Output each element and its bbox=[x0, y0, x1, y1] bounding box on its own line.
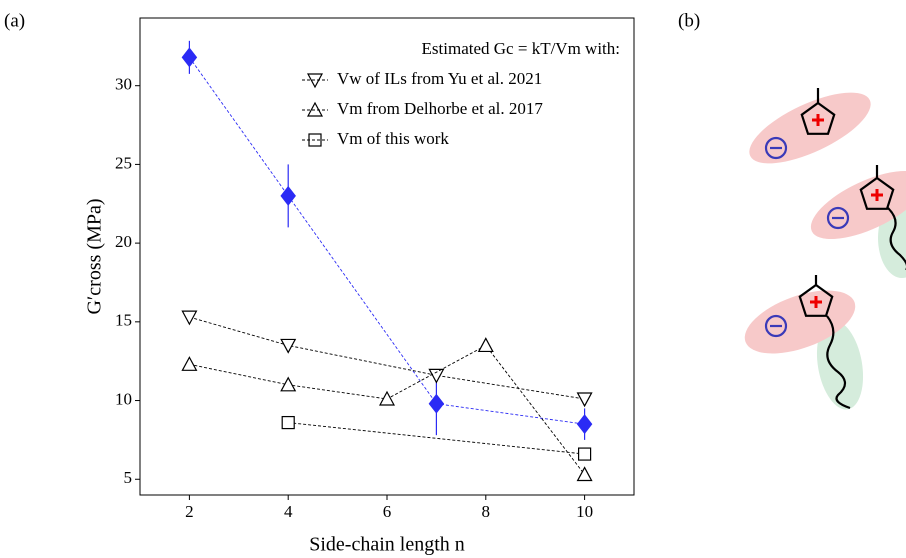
x-tick-label: 6 bbox=[383, 502, 392, 521]
x-tick-label: 8 bbox=[482, 502, 491, 521]
square-marker bbox=[281, 415, 295, 430]
legend-label: Vm from Delhorbe et al. 2017 bbox=[337, 99, 543, 118]
triangle-down-marker bbox=[181, 310, 198, 326]
legend-label: Vm of this work bbox=[337, 129, 449, 148]
y-tick-label: 25 bbox=[115, 153, 132, 172]
y-tick-label: 5 bbox=[124, 468, 133, 487]
series-line bbox=[189, 344, 585, 475]
diamond-marker bbox=[576, 414, 593, 435]
y-tick-label: 15 bbox=[115, 311, 132, 330]
y-tick-label: 20 bbox=[115, 232, 132, 251]
y-axis-label: G′cross (MPa) bbox=[84, 198, 106, 314]
plot-frame bbox=[139, 17, 635, 496]
triangle-down-marker bbox=[576, 392, 593, 408]
triangle-up-marker bbox=[576, 466, 593, 482]
x-axis-label: Side-chain length n bbox=[309, 534, 465, 556]
triangle-down-marker bbox=[428, 368, 445, 384]
triangle-up-marker bbox=[477, 337, 494, 353]
diamond-marker bbox=[428, 393, 445, 414]
triangle-up-marker bbox=[306, 101, 324, 117]
diamond-marker bbox=[280, 185, 296, 206]
panel-label: (a) bbox=[4, 10, 25, 31]
y-tick-label: 10 bbox=[115, 389, 132, 408]
triangle-up-marker bbox=[181, 356, 198, 371]
y-tick-label: 30 bbox=[115, 75, 132, 94]
x-tick-label: 2 bbox=[185, 502, 194, 521]
triangle-up-marker bbox=[280, 376, 297, 392]
triangle-up-marker bbox=[378, 390, 396, 406]
legend-title: Estimated Gc = kT/Vm with: bbox=[422, 39, 620, 58]
ion-diagram bbox=[744, 88, 906, 410]
triangle-down-marker bbox=[306, 73, 324, 89]
panel-label: (b) bbox=[678, 10, 700, 31]
legend-label: Vw of ILs from Yu et al. 2021 bbox=[337, 69, 542, 88]
square-marker bbox=[577, 447, 592, 461]
series-line bbox=[189, 57, 585, 425]
x-tick-label: 4 bbox=[284, 502, 293, 521]
x-tick-label: 10 bbox=[576, 502, 593, 521]
series-line bbox=[189, 316, 585, 400]
diamond-marker bbox=[181, 47, 198, 68]
triangle-down-marker bbox=[280, 338, 297, 354]
